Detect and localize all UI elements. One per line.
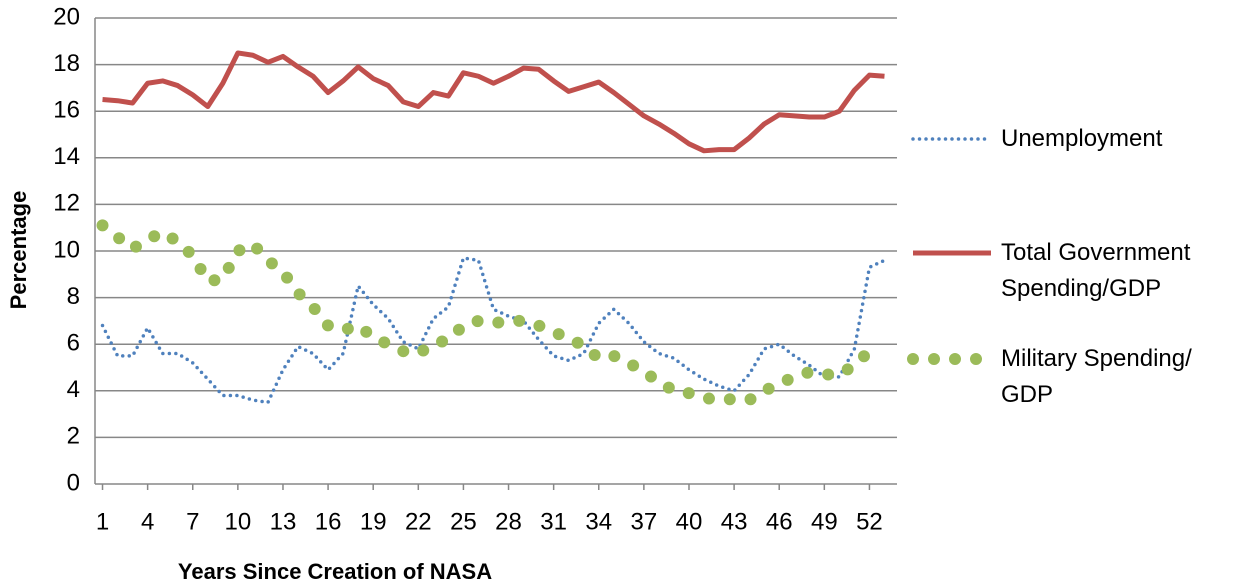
legend-item: Unemployment	[905, 121, 1241, 157]
x-tick-label: 13	[270, 508, 297, 535]
x-tick-label: 31	[540, 508, 567, 535]
x-tick-label: 46	[766, 508, 793, 535]
x-tick-label: 43	[721, 508, 748, 535]
x-tick-label: 19	[360, 508, 387, 535]
y-tick-label: 18	[53, 50, 80, 77]
legend-swatch	[913, 250, 991, 256]
x-axis-title: Years Since Creation of NASA	[178, 559, 492, 584]
x-tick-label: 10	[225, 508, 252, 535]
x-tick-label: 4	[141, 508, 154, 535]
series-line	[102, 50, 885, 154]
series-line	[100, 256, 887, 405]
x-tick-label: 16	[315, 508, 342, 535]
x-tick-label: 52	[856, 508, 883, 535]
x-tick-label: 34	[585, 508, 612, 535]
x-tick-label: 49	[811, 508, 838, 535]
y-tick-label: 16	[53, 97, 80, 124]
x-tick-label: 22	[405, 508, 432, 535]
y-tick-label: 12	[53, 190, 80, 217]
x-tick-label: 1	[96, 508, 109, 535]
legend-item: Total Government Spending/GDP	[905, 235, 1241, 307]
y-tick-label: 0	[67, 469, 80, 496]
x-tick-label: 28	[495, 508, 522, 535]
y-tick-label: 2	[67, 423, 80, 450]
legend-label: Unemployment	[1001, 125, 1163, 152]
x-tick-label: 7	[186, 508, 199, 535]
y-tick-label: 20	[53, 3, 80, 30]
y-tick-label: 6	[67, 330, 80, 357]
x-tick-label: 37	[631, 508, 658, 535]
x-tick-label: 25	[450, 508, 477, 535]
legend-label: Military Spending/ GDP	[1001, 345, 1192, 408]
x-tick-label: 40	[676, 508, 703, 535]
y-tick-label: 14	[53, 143, 80, 170]
y-tick-label: 8	[67, 283, 80, 310]
legend-item: Military Spending/ GDP	[905, 341, 1241, 413]
y-tick-label: 4	[67, 376, 80, 403]
y-tick-label: 10	[53, 236, 80, 263]
legend-swatch	[907, 353, 997, 365]
y-axis-title: Percentage	[6, 191, 31, 310]
series-line	[96, 219, 876, 407]
legend-label: Total Government Spending/GDP	[1001, 239, 1191, 302]
legend-swatch	[911, 137, 993, 141]
